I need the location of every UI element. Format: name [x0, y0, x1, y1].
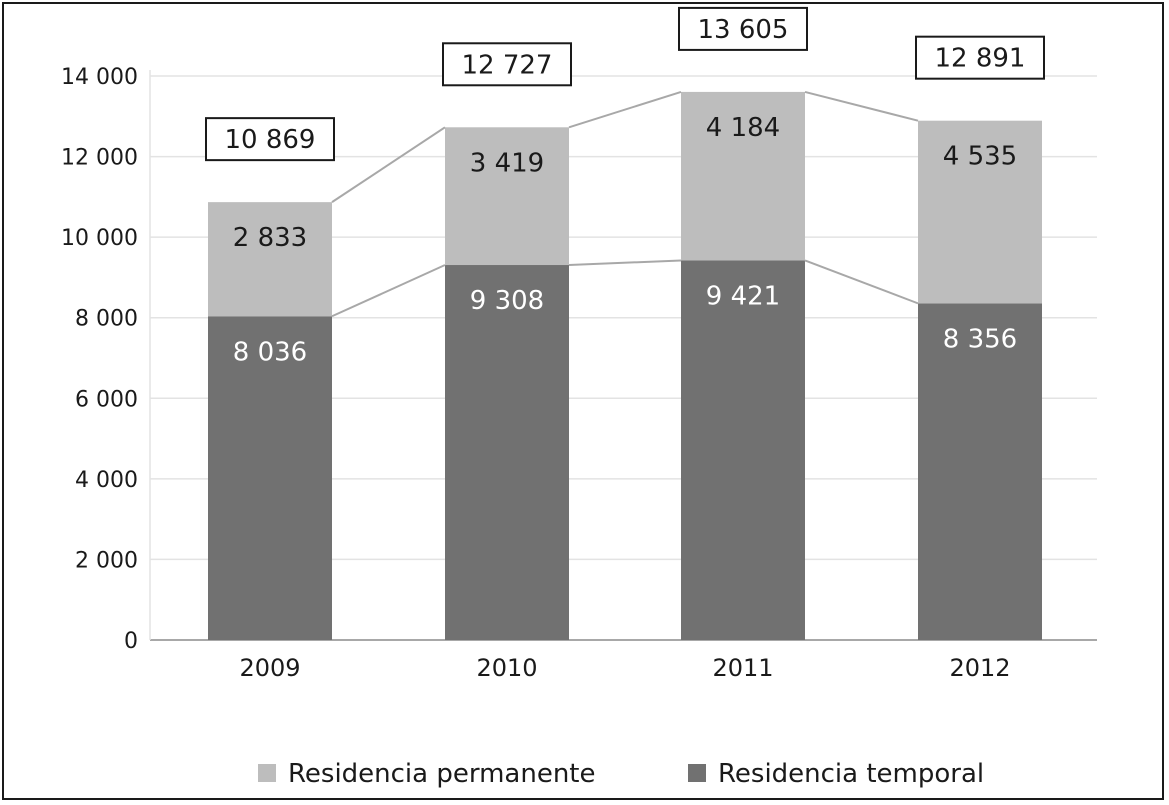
bar-segment — [918, 120, 1042, 304]
bar-value-label: 9 308 — [470, 286, 544, 316]
bar-value-label: 4 535 — [943, 142, 1017, 172]
bar-value-label: 4 184 — [706, 113, 780, 143]
total-value-label: 12 727 — [462, 50, 553, 80]
bar-segment — [208, 316, 332, 640]
y-tick-label: 14 000 — [61, 65, 138, 90]
bar-segment — [445, 127, 569, 266]
y-tick-label: 2 000 — [75, 548, 138, 573]
legend-swatch — [258, 764, 276, 782]
bar-segment — [208, 202, 332, 317]
x-tick-label: 2012 — [949, 654, 1010, 682]
bar-value-label: 3 419 — [470, 148, 544, 178]
bars — [208, 91, 1042, 640]
total-box — [678, 6, 808, 51]
legend-label: Residencia temporal — [718, 759, 984, 789]
total-box — [205, 117, 335, 162]
connector-lines — [331, 90, 919, 318]
legend-label: Residencia permanente — [288, 759, 596, 789]
total-value-label: 13 605 — [698, 15, 789, 45]
y-tick-label: 0 — [124, 629, 138, 654]
x-tick-label: 2010 — [476, 654, 537, 682]
series-connector-line — [331, 264, 446, 318]
series-connector-line — [804, 259, 919, 305]
bar-value-label: 8 036 — [233, 337, 307, 367]
bar-value-label: 8 356 — [943, 324, 1017, 354]
x-axis-labels: 2009 2010 2011 2012 — [239, 654, 1010, 682]
x-tick-label: 2011 — [712, 654, 773, 682]
total-box — [442, 42, 572, 87]
series-connector-line — [568, 90, 682, 129]
series-connector-line — [331, 126, 446, 203]
bar-segment — [918, 303, 1042, 640]
series-connector-line — [804, 90, 919, 122]
y-tick-label: 8 000 — [75, 307, 138, 332]
y-tick-label: 10 000 — [61, 226, 138, 251]
y-axis-ticks: 0 2 000 4 000 6 000 8 000 10 000 12 000 14 000 — [61, 65, 138, 654]
legend-swatch — [688, 764, 706, 782]
total-labels: 10 869 12 727 13 605 12 891 — [205, 6, 1045, 162]
total-value-label: 10 869 — [225, 125, 316, 155]
y-tick-label: 6 000 — [75, 387, 138, 412]
series-connector-line — [568, 259, 682, 267]
total-value-label: 12 891 — [935, 44, 1026, 74]
y-tick-label: 12 000 — [61, 146, 138, 171]
y-tick-label: 4 000 — [75, 468, 138, 493]
x-tick-label: 2009 — [239, 654, 300, 682]
total-box — [915, 35, 1045, 80]
bar-segment — [681, 260, 805, 640]
value-labels: 8 036 9 308 9 421 8 356 2 833 3 419 4 184 4 535 — [233, 113, 1017, 367]
bar-segment — [681, 91, 805, 261]
bar-segment — [445, 265, 569, 640]
bar-value-label: 2 833 — [233, 223, 307, 253]
bar-value-label: 9 421 — [706, 281, 780, 311]
legend: Residencia permanente Residencia temporal — [258, 759, 984, 789]
